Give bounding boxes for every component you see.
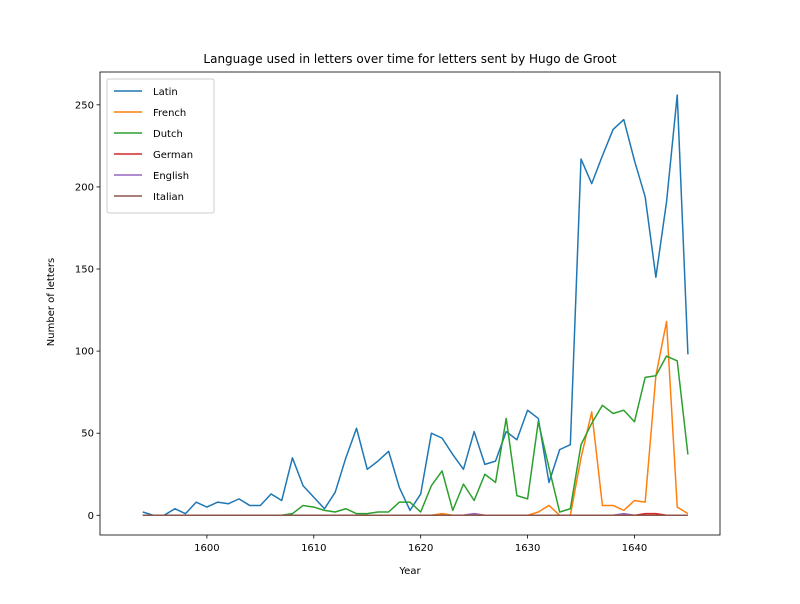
- x-tick-label: 1610: [301, 543, 326, 554]
- legend-item-dutch: Dutch: [114, 129, 183, 140]
- x-tick-label: 1640: [622, 543, 647, 554]
- x-tick-label: 1630: [515, 543, 540, 554]
- y-tick-label: 200: [75, 182, 94, 193]
- x-tick-label: 1620: [408, 543, 433, 554]
- legend-label: English: [153, 171, 189, 182]
- y-tick-label: 250: [75, 100, 94, 111]
- legend-label: Italian: [153, 192, 184, 203]
- legend-label: Dutch: [153, 129, 183, 140]
- y-tick-label: 150: [75, 265, 94, 276]
- legend-item-latin: Latin: [114, 87, 178, 98]
- y-tick-label: 0: [88, 511, 94, 522]
- x-axis-label: Year: [398, 566, 421, 577]
- x-tick-label: 1600: [194, 543, 219, 554]
- legend-item-english: English: [114, 171, 189, 182]
- y-tick-label: 100: [75, 347, 94, 358]
- chart-title: Language used in letters over time for l…: [203, 52, 616, 66]
- y-axis-label: Number of letters: [46, 258, 57, 346]
- plot-area: 1600 1610 1620 1630 1640 0 50 100 150 200 250: [75, 71, 721, 554]
- legend-label: French: [153, 108, 186, 119]
- legend: Latin French Dutch German English Italian: [106, 78, 215, 214]
- series-line-latin: [142, 94, 689, 517]
- legend-item-german: German: [114, 150, 193, 161]
- legend-label: Latin: [153, 87, 178, 98]
- legend-item-french: French: [114, 108, 186, 119]
- legend-item-italian: Italian: [114, 192, 184, 203]
- y-tick-label: 50: [81, 429, 94, 440]
- axes-frame: [99, 71, 721, 536]
- legend-label: German: [153, 150, 193, 161]
